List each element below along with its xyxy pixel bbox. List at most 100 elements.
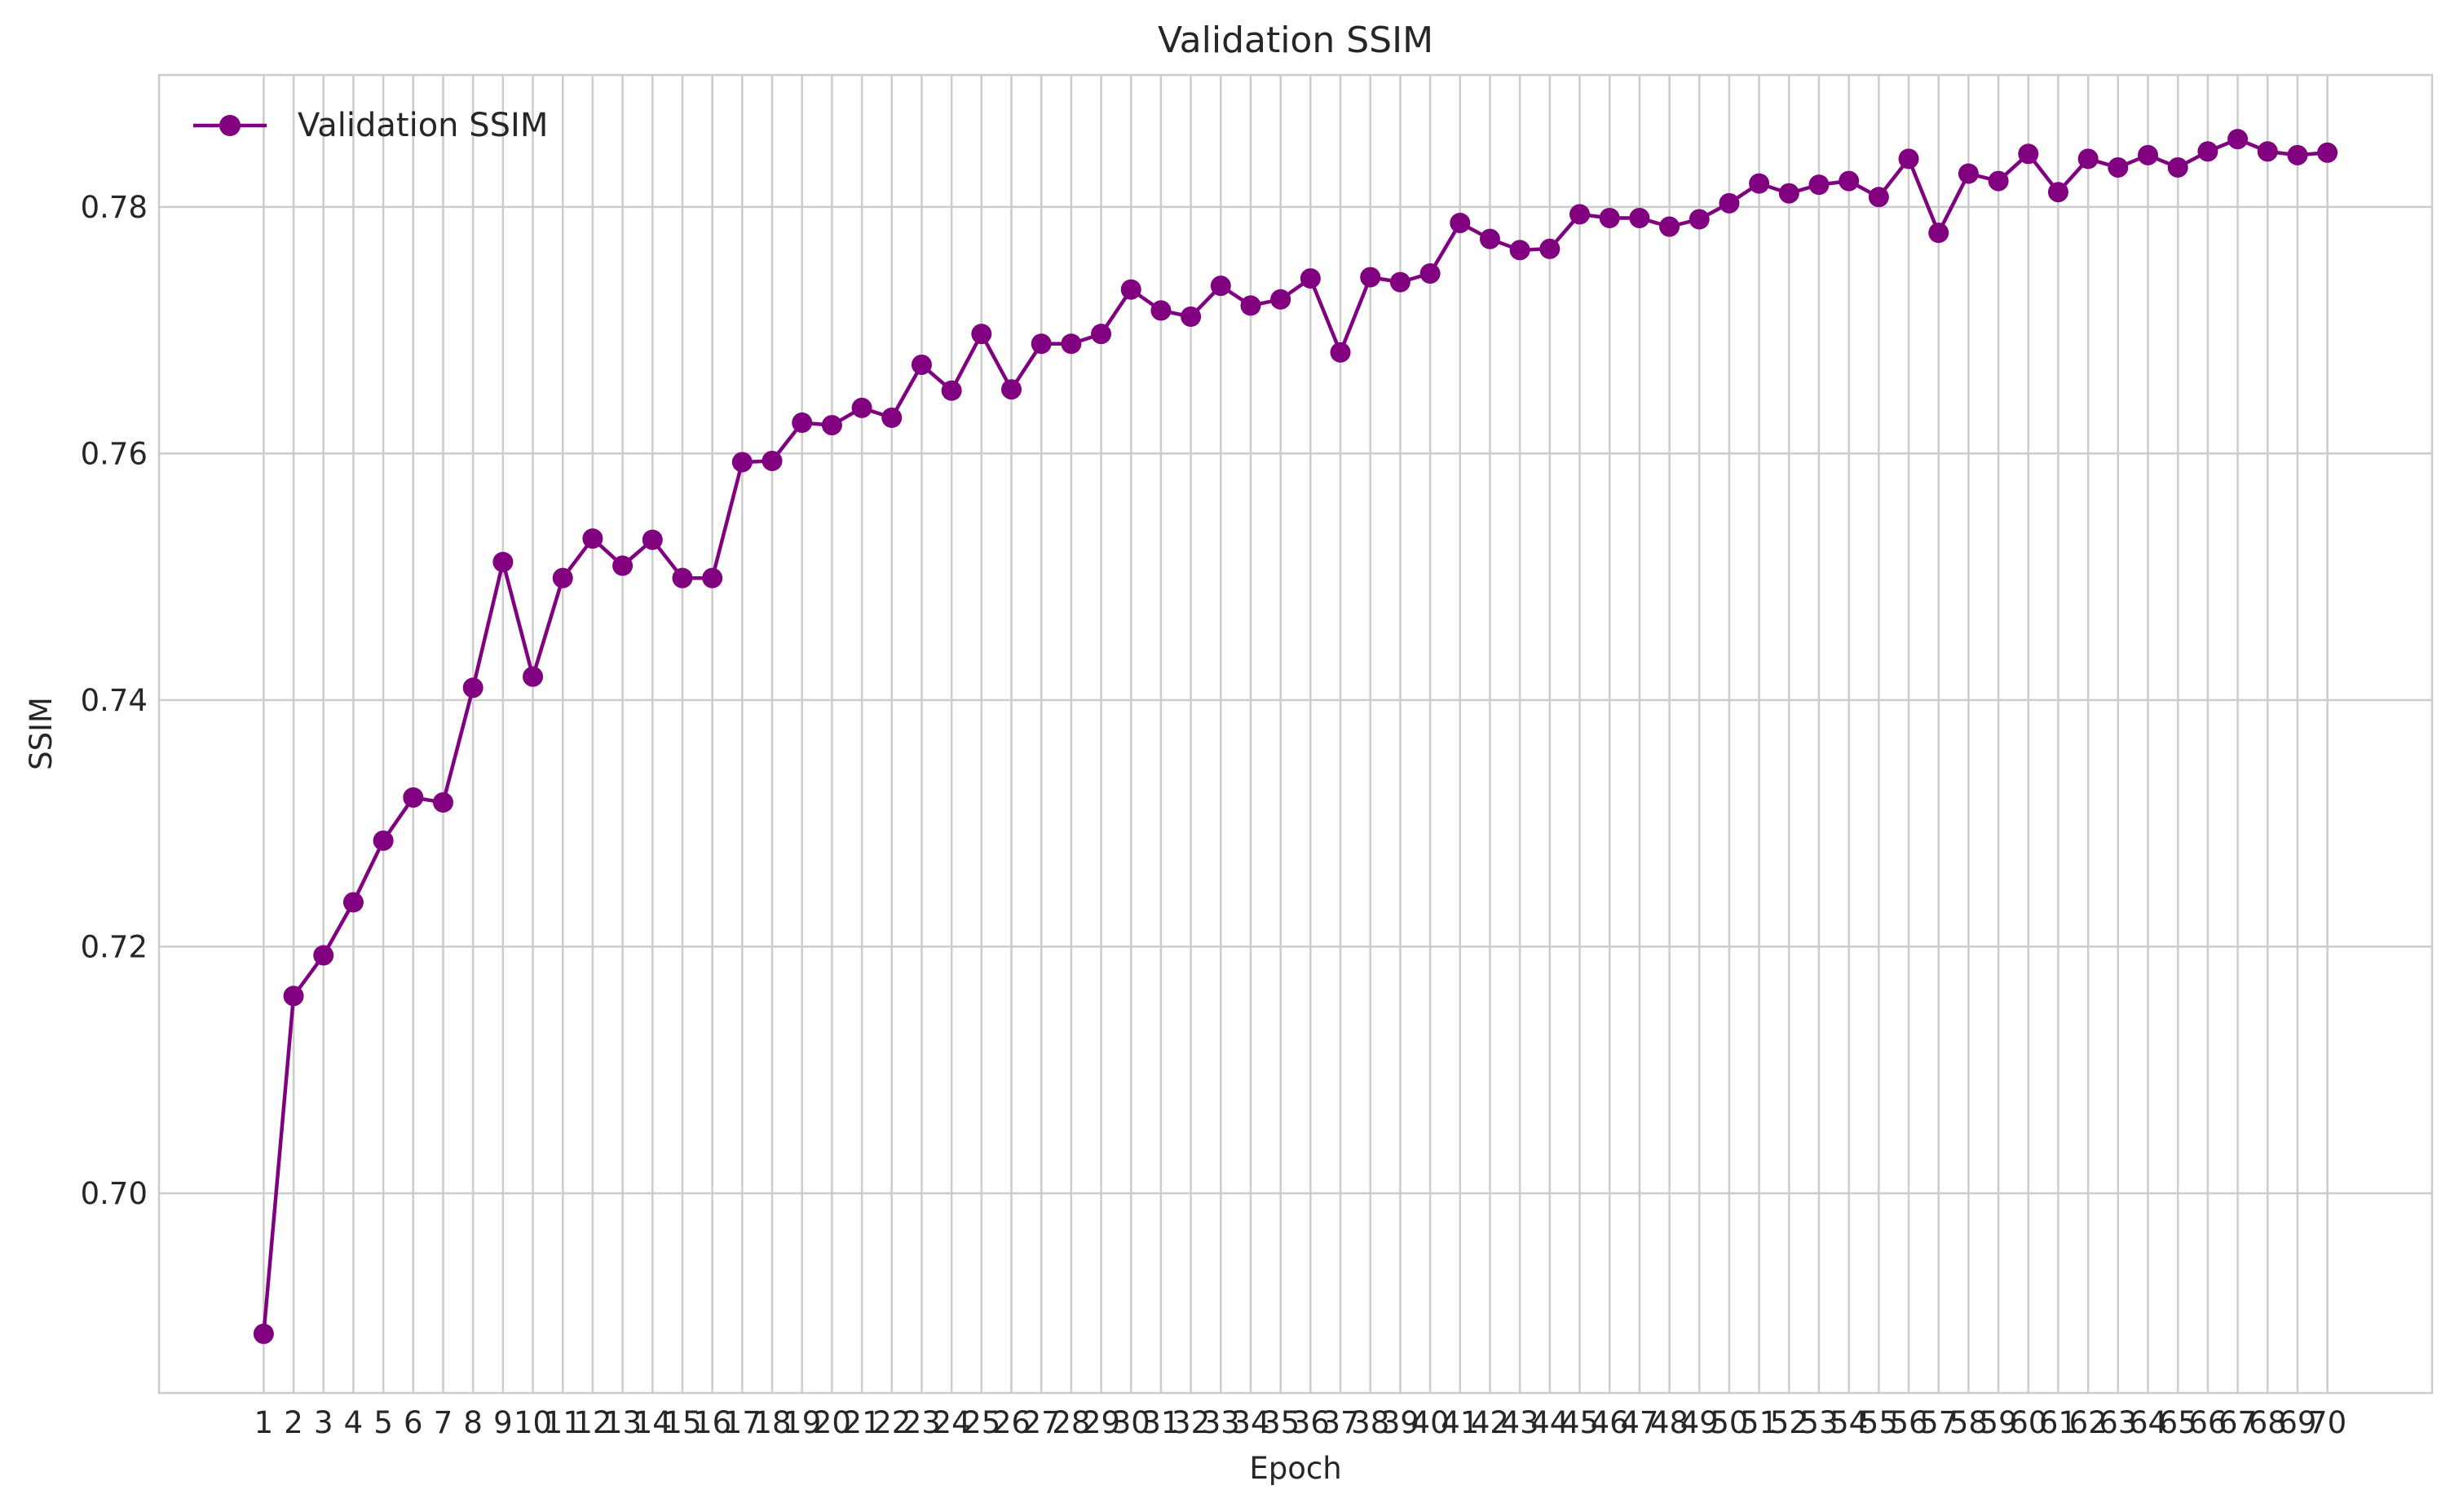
x-tick-label: 38 bbox=[1351, 1405, 1389, 1440]
data-point bbox=[1091, 324, 1112, 345]
x-tick-label: 23 bbox=[903, 1405, 941, 1440]
data-point bbox=[1778, 183, 1799, 204]
data-point bbox=[1898, 148, 1919, 170]
data-point bbox=[851, 397, 872, 418]
data-point bbox=[2257, 141, 2278, 162]
data-point bbox=[1599, 207, 1620, 228]
data-point bbox=[1749, 173, 1770, 194]
data-point bbox=[403, 787, 424, 808]
x-tick-label: 42 bbox=[1471, 1405, 1509, 1440]
data-point bbox=[2197, 141, 2218, 162]
data-point bbox=[1479, 228, 1500, 249]
x-tick-label: 31 bbox=[1141, 1405, 1180, 1440]
x-tick-label: 54 bbox=[1830, 1405, 1868, 1440]
x-tick-label: 5 bbox=[373, 1405, 393, 1440]
x-tick-label: 11 bbox=[544, 1405, 582, 1440]
x-tick-label: 30 bbox=[1112, 1405, 1150, 1440]
x-tick-label: 15 bbox=[663, 1405, 701, 1440]
data-point bbox=[1389, 271, 1411, 293]
data-point bbox=[283, 985, 304, 1007]
data-point bbox=[1031, 333, 1052, 355]
x-tick-label: 24 bbox=[933, 1405, 971, 1440]
x-tick-label: 34 bbox=[1231, 1405, 1269, 1440]
data-point bbox=[1928, 223, 1949, 244]
data-point bbox=[2018, 143, 2039, 165]
x-tick-label: 27 bbox=[1022, 1405, 1061, 1440]
y-tick-label: 0.76 bbox=[81, 436, 148, 471]
data-point bbox=[1689, 209, 1710, 230]
legend-label: Validation SSIM bbox=[298, 107, 548, 144]
data-point bbox=[1719, 192, 1740, 214]
plot-frame bbox=[157, 73, 2434, 1395]
x-tick-label: 19 bbox=[783, 1405, 821, 1440]
x-tick-label: 40 bbox=[1411, 1405, 1450, 1440]
data-point bbox=[702, 567, 723, 588]
x-tick-label: 67 bbox=[2218, 1405, 2257, 1440]
data-point bbox=[2227, 129, 2249, 150]
data-point bbox=[253, 1323, 274, 1344]
x-tick-label: 70 bbox=[2308, 1405, 2346, 1440]
x-tick-label: 8 bbox=[463, 1405, 483, 1440]
data-point bbox=[1569, 204, 1590, 225]
series-layer bbox=[253, 129, 2338, 1344]
data-point bbox=[552, 567, 573, 588]
data-point bbox=[971, 324, 992, 345]
data-point bbox=[2047, 182, 2068, 203]
x-tick-label: 59 bbox=[1980, 1405, 2018, 1440]
x-gridlines bbox=[263, 75, 2329, 1393]
x-tick-label: 20 bbox=[813, 1405, 851, 1440]
x-tick-label: 51 bbox=[1740, 1405, 1778, 1440]
x-tick-label: 37 bbox=[1321, 1405, 1359, 1440]
x-tick-label: 4 bbox=[344, 1405, 364, 1440]
x-tick-label: 7 bbox=[434, 1405, 453, 1440]
y-tick-label: 0.72 bbox=[81, 929, 148, 964]
x-tick-label: 52 bbox=[1770, 1405, 1808, 1440]
data-point bbox=[821, 415, 842, 436]
x-tick-label: 68 bbox=[2249, 1405, 2287, 1440]
x-tick-label: 66 bbox=[2188, 1405, 2227, 1440]
data-point bbox=[2108, 156, 2129, 178]
data-point bbox=[1150, 300, 1172, 321]
data-point bbox=[1120, 279, 1141, 300]
data-point bbox=[642, 529, 663, 550]
x-tick-label: 17 bbox=[723, 1405, 762, 1440]
x-tick-label: 47 bbox=[1620, 1405, 1658, 1440]
data-point bbox=[2138, 144, 2158, 165]
x-tick-label: 13 bbox=[603, 1405, 642, 1440]
data-point bbox=[792, 412, 813, 434]
x-tick-label: 3 bbox=[314, 1405, 333, 1440]
data-point bbox=[1509, 240, 1530, 261]
data-point bbox=[672, 567, 693, 588]
data-point bbox=[1839, 170, 1860, 192]
x-tick-label: 45 bbox=[1561, 1405, 1599, 1440]
data-point bbox=[1061, 333, 1082, 355]
x-tick-label: 2 bbox=[284, 1405, 303, 1440]
data-point bbox=[941, 380, 962, 401]
data-point bbox=[1360, 267, 1381, 288]
x-tick-label: 28 bbox=[1052, 1405, 1090, 1440]
x-tick-label: 58 bbox=[1949, 1405, 1988, 1440]
x-tick-label: 10 bbox=[514, 1405, 552, 1440]
x-tick-label: 43 bbox=[1501, 1405, 1539, 1440]
data-point bbox=[1181, 306, 1202, 327]
data-point bbox=[1988, 170, 2009, 192]
data-point bbox=[1330, 342, 1351, 363]
data-point bbox=[1808, 174, 1830, 196]
x-tick-label: 33 bbox=[1202, 1405, 1240, 1440]
data-point bbox=[911, 354, 932, 375]
data-point bbox=[1270, 289, 1291, 310]
x-tick-label: 44 bbox=[1530, 1405, 1569, 1440]
data-point bbox=[1450, 213, 1471, 234]
data-point bbox=[433, 791, 453, 813]
x-tick-label: 14 bbox=[634, 1405, 672, 1440]
x-tick-label: 63 bbox=[2099, 1405, 2137, 1440]
data-point bbox=[612, 555, 634, 576]
data-point bbox=[1659, 216, 1680, 237]
x-tick-label: 26 bbox=[992, 1405, 1031, 1440]
x-tick-label: 69 bbox=[2278, 1405, 2316, 1440]
x-tick-label: 49 bbox=[1680, 1405, 1719, 1440]
data-point bbox=[1419, 263, 1441, 284]
data-point bbox=[462, 677, 483, 699]
x-tick-label: 61 bbox=[2039, 1405, 2077, 1440]
x-tick-label: 32 bbox=[1172, 1405, 1210, 1440]
